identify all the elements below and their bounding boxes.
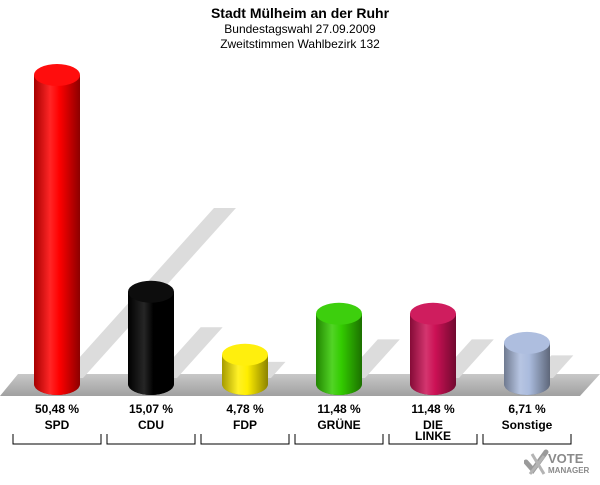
category-bracket-gr-ne — [294, 434, 384, 445]
category-bracket-spd — [12, 434, 102, 445]
bar-bottom-cap-sonstige — [504, 373, 550, 395]
bar-bottom-cap-fdp — [222, 373, 268, 395]
category-label-die-linke-1: DIE — [423, 418, 443, 432]
chart-subtitle-district: Zweitstimmen Wahlbezirk 132 — [220, 37, 380, 51]
chart-subtitle-election: Bundestagswahl 27.09.2009 — [224, 22, 376, 36]
value-label-fdp: 4,78 % — [226, 402, 264, 416]
category-label-die-linke-2: LINKE — [415, 429, 451, 443]
value-label-spd: 50,48 % — [35, 402, 79, 416]
bar-body-spd — [34, 75, 80, 384]
value-label-cdu: 15,07 % — [129, 402, 173, 416]
bar-bottom-cap-cdu — [128, 373, 174, 395]
bar-bottom-cap-spd — [34, 373, 80, 395]
bar-bottom-cap-die-linke — [410, 373, 456, 395]
value-label-gr-ne: 11,48 % — [317, 402, 361, 416]
bar-top-cdu — [128, 280, 174, 303]
bar-sonstige — [504, 331, 550, 395]
category-label-sonstige: Sonstige — [502, 418, 553, 432]
bar-fdp — [222, 343, 268, 395]
category-bracket-cdu — [106, 434, 196, 445]
bar-body-cdu — [128, 291, 174, 384]
category-label-gr-ne: GRÜNE — [317, 417, 360, 432]
logo-word-vote: VOTE — [548, 451, 584, 466]
bar-bottom-cap-gr-ne — [316, 373, 362, 395]
value-label-sonstige: 6,71 % — [508, 402, 546, 416]
bars — [34, 64, 550, 395]
category-bracket-sonstige — [482, 434, 572, 445]
category-label-cdu: CDU — [138, 418, 164, 432]
chart-title: Stadt Mülheim an der Ruhr — [210, 5, 390, 21]
bar-body-die-linke — [410, 313, 456, 384]
value-label-die-linke: 11,48 % — [411, 402, 455, 416]
chart-header: Stadt Mülheim an der Ruhr Bundestagswahl… — [0, 4, 600, 52]
bar-top-die-linke — [410, 302, 456, 325]
bar-top-fdp — [222, 343, 268, 366]
checkmark-x-icon — [523, 449, 549, 475]
bar-body-gr-ne — [316, 313, 362, 384]
category-label-spd: SPD — [45, 418, 70, 432]
bar-gr-ne — [316, 302, 362, 395]
bar-cdu — [128, 280, 174, 395]
logo-word-manager: MANAGER — [548, 466, 590, 475]
vote-manager-logo: VOTE MANAGER — [523, 446, 600, 480]
bar-spd — [34, 64, 80, 395]
bar-top-gr-ne — [316, 302, 362, 325]
bar-die-linke — [410, 302, 456, 395]
category-bracket-fdp — [200, 434, 290, 445]
category-bracket-die-linke — [388, 434, 478, 445]
bar-top-sonstige — [504, 331, 550, 354]
bar-top-spd — [34, 64, 80, 86]
category-label-fdp: FDP — [233, 418, 257, 432]
